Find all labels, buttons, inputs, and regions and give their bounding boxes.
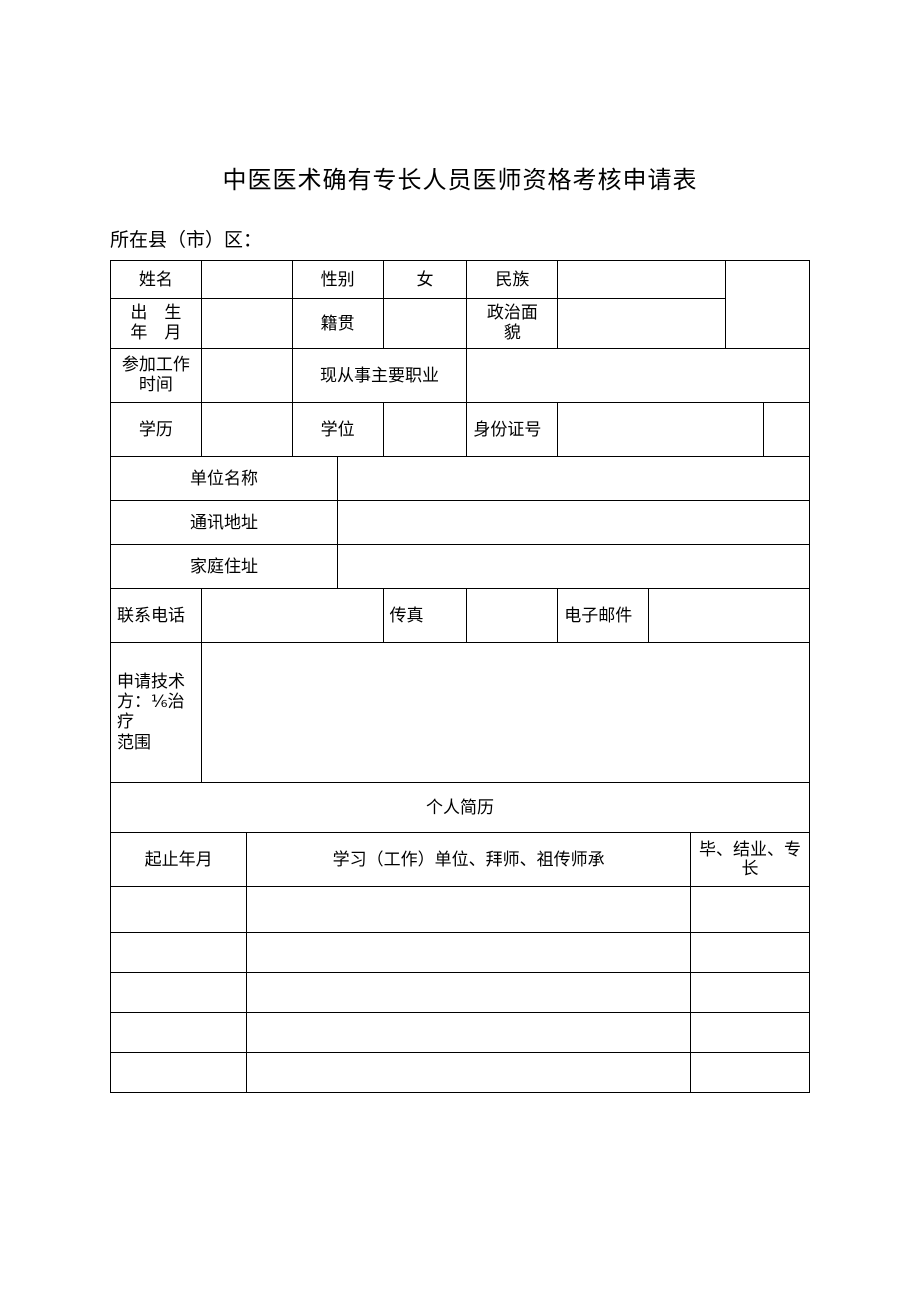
label-degree: 学位 xyxy=(292,402,383,456)
resume-row-period xyxy=(111,886,247,932)
label-education: 学历 xyxy=(111,402,202,456)
label-email: 电子邮件 xyxy=(558,588,649,642)
label-apply-tech: 申请技术 方：⅙治疗 范围 xyxy=(111,642,202,782)
resume-row-period xyxy=(111,1012,247,1052)
resume-row-unit xyxy=(247,1052,691,1092)
label-phone: 联系电话 xyxy=(111,588,202,642)
value-birth xyxy=(201,299,292,349)
label-current-job: 现从事主要职业 xyxy=(292,348,467,402)
value-home-address xyxy=(338,544,810,588)
label-resume-title: 个人简历 xyxy=(111,782,810,832)
value-fax xyxy=(467,588,558,642)
value-mail-address xyxy=(338,500,810,544)
label-ethnicity: 民族 xyxy=(467,261,558,299)
resume-row-grad xyxy=(691,972,810,1012)
value-work-start xyxy=(201,348,292,402)
value-native-place xyxy=(383,299,467,349)
value-id-extra xyxy=(764,402,810,456)
label-name: 姓名 xyxy=(111,261,202,299)
label-fax: 传真 xyxy=(383,588,467,642)
label-unit-name: 单位名称 xyxy=(111,456,338,500)
value-unit-name xyxy=(338,456,810,500)
value-phone xyxy=(201,588,383,642)
resume-row-period xyxy=(111,972,247,1012)
resume-row-unit xyxy=(247,886,691,932)
resume-row-unit xyxy=(247,932,691,972)
label-political: 政治面 貌 xyxy=(467,299,558,349)
label-gender: 性别 xyxy=(292,261,383,299)
label-mail-address: 通讯地址 xyxy=(111,500,338,544)
resume-row-unit xyxy=(247,972,691,1012)
label-id-number: 身份证号 xyxy=(467,402,558,456)
resume-row-grad xyxy=(691,1012,810,1052)
label-native-place: 籍贯 xyxy=(292,299,383,349)
value-political xyxy=(558,299,726,349)
value-id-number xyxy=(558,402,764,456)
resume-row-grad xyxy=(691,1052,810,1092)
photo-area xyxy=(725,261,809,349)
label-home-address: 家庭住址 xyxy=(111,544,338,588)
resume-row-grad xyxy=(691,932,810,972)
resume-row-period xyxy=(111,932,247,972)
resume-row-period xyxy=(111,1052,247,1092)
label-graduation: 毕、结业、专长 xyxy=(691,832,810,886)
label-work-start: 参加工作 时间 xyxy=(111,348,202,402)
resume-row-grad xyxy=(691,886,810,932)
value-email xyxy=(649,588,810,642)
value-ethnicity xyxy=(558,261,726,299)
value-education xyxy=(201,402,292,456)
value-name xyxy=(201,261,292,299)
application-form-table: 姓名 性别 女 民族 出 生 年 月 籍贯 政治面 貌 参加工作 时间 现从事主… xyxy=(110,260,810,1093)
value-apply-tech xyxy=(201,642,809,782)
label-birth: 出 生 年 月 xyxy=(111,299,202,349)
value-gender: 女 xyxy=(383,261,467,299)
value-current-job xyxy=(467,348,810,402)
page-title: 中医医术确有专长人员医师资格考核申请表 xyxy=(110,160,810,195)
label-period: 起止年月 xyxy=(111,832,247,886)
resume-row-unit xyxy=(247,1012,691,1052)
label-study-unit: 学习（工作）单位、拜师、祖传师承 xyxy=(247,832,691,886)
subtitle: 所在县（市）区： xyxy=(110,225,810,252)
value-degree xyxy=(383,402,467,456)
